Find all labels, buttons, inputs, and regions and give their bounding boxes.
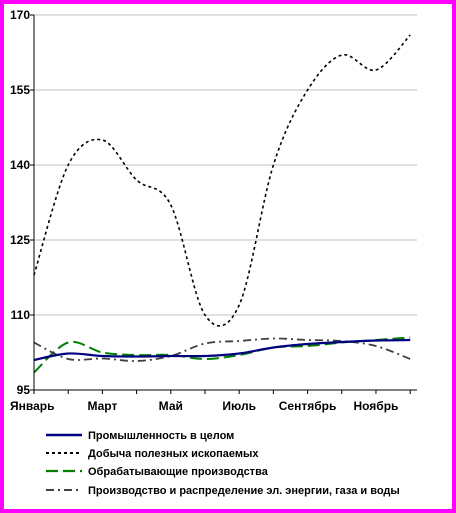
x-tick-label: Март	[87, 399, 117, 413]
x-tick-label: Январь	[10, 399, 54, 413]
legend: Промышленность в целом Добыча полезных ис…	[46, 430, 400, 497]
series-total-industry-line	[33, 338, 411, 362]
x-tick-labels: Январь Март Май Июль Сентябрь Ноябрь	[10, 399, 398, 413]
y-tick-label: 155	[10, 83, 30, 97]
x-tick-label: Май	[159, 399, 183, 413]
series-total-industry-legend-label: Промышленность в целом	[88, 430, 234, 442]
y-tick-label: 125	[10, 233, 30, 247]
series-mining-line	[33, 34, 411, 327]
y-tick-label: 170	[10, 8, 30, 22]
x-tick-label: Июль	[222, 399, 256, 413]
y-tick-label: 95	[17, 383, 31, 397]
x-tick-label: Сентябрь	[279, 399, 337, 413]
y-tick-label: 140	[10, 158, 30, 172]
plot-area	[34, 15, 417, 390]
y-tick-label: 110	[11, 308, 31, 322]
x-tick-label: Ноябрь	[353, 399, 398, 413]
gridlines	[34, 14, 417, 316]
series-utilities-legend-label: Производство и распределение эл. энергии…	[88, 485, 400, 497]
series-manufacturing-legend-label: Обрабатывающие производства	[88, 466, 269, 478]
y-tick-labels: 95 110 125 140 155 170	[10, 8, 30, 397]
axes	[30, 14, 417, 394]
series-layer	[33, 34, 411, 374]
series-mining-legend-label: Добыча полезных ископаемых	[88, 448, 259, 460]
